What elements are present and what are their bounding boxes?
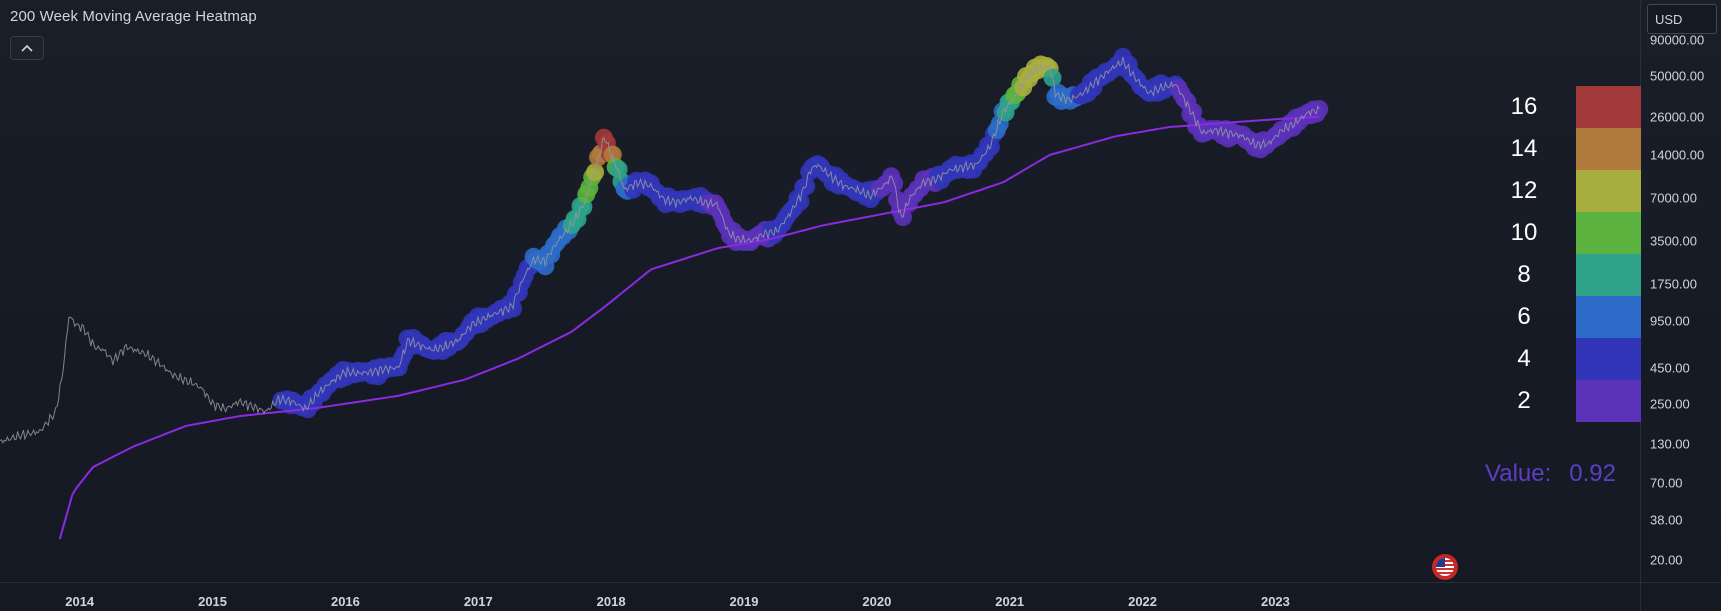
price-axis-label: 50000.00 bbox=[1650, 68, 1705, 84]
time-axis-divider bbox=[0, 582, 1721, 583]
price-axis-label: 130.00 bbox=[1650, 436, 1690, 452]
ma-200w-line bbox=[58, 115, 1320, 540]
legend-swatch bbox=[1576, 254, 1641, 296]
chevron-up-icon bbox=[21, 44, 33, 52]
legend-swatch bbox=[1576, 338, 1641, 380]
legend-label: 10 bbox=[1510, 219, 1538, 246]
legend-swatch bbox=[1576, 128, 1641, 170]
legend-label: 12 bbox=[1510, 177, 1538, 204]
legend-swatch bbox=[1576, 86, 1641, 128]
legend-swatch bbox=[1576, 296, 1641, 338]
legend-label: 16 bbox=[1510, 93, 1538, 120]
legend-swatch bbox=[1576, 212, 1641, 254]
us-flag-icon[interactable] bbox=[1432, 554, 1458, 580]
time-axis-label: 2014 bbox=[65, 594, 95, 609]
legend-label: 2 bbox=[1517, 387, 1531, 414]
price-axis-label: 14000.00 bbox=[1650, 147, 1705, 163]
legend-label: 4 bbox=[1517, 345, 1531, 372]
price-axis-label: 250.00 bbox=[1650, 396, 1690, 412]
legend-label: 14 bbox=[1510, 135, 1538, 162]
time-axis-label: 2021 bbox=[995, 594, 1025, 609]
time-axis-label: 2019 bbox=[729, 594, 759, 609]
price-chart[interactable] bbox=[0, 0, 1640, 582]
legend-label: 8 bbox=[1517, 261, 1531, 288]
price-axis-label: 70.00 bbox=[1650, 475, 1683, 491]
value-number: 0.92 bbox=[1569, 460, 1616, 487]
price-axis-label: 950.00 bbox=[1650, 313, 1690, 329]
legend-swatch bbox=[1576, 170, 1641, 212]
price-line bbox=[0, 56, 1320, 444]
time-axis-label: 2017 bbox=[463, 594, 493, 609]
time-axis-label: 2020 bbox=[862, 594, 892, 609]
value-label: Value: bbox=[1485, 460, 1552, 487]
flag-inner bbox=[1436, 558, 1454, 576]
price-axis-label: 26000.00 bbox=[1650, 109, 1705, 125]
price-axis-label: 3500.00 bbox=[1650, 233, 1697, 249]
heatmap-band bbox=[272, 47, 1329, 419]
collapse-button[interactable] bbox=[10, 36, 44, 60]
legend-label: 6 bbox=[1517, 303, 1531, 330]
value-readout: Value: 0.92 bbox=[1485, 460, 1634, 488]
price-axis-label: 20.00 bbox=[1650, 552, 1683, 568]
price-axis-label: 38.00 bbox=[1650, 512, 1683, 528]
price-axis-label: 90000.00 bbox=[1650, 32, 1705, 48]
time-axis-label: 2015 bbox=[198, 594, 228, 609]
time-axis-label: 2016 bbox=[330, 594, 360, 609]
price-axis-label: 450.00 bbox=[1650, 360, 1690, 376]
time-axis-label: 2022 bbox=[1128, 594, 1158, 609]
price-axis-label: 7000.00 bbox=[1650, 190, 1697, 206]
chart-title: 200 Week Moving Average Heatmap bbox=[10, 8, 257, 25]
time-axis-label: 2023 bbox=[1260, 594, 1290, 609]
time-axis-label: 2018 bbox=[596, 594, 626, 609]
price-axis-label: 1750.00 bbox=[1650, 276, 1697, 292]
legend-swatch bbox=[1576, 380, 1641, 422]
currency-button[interactable]: USD bbox=[1647, 4, 1717, 34]
